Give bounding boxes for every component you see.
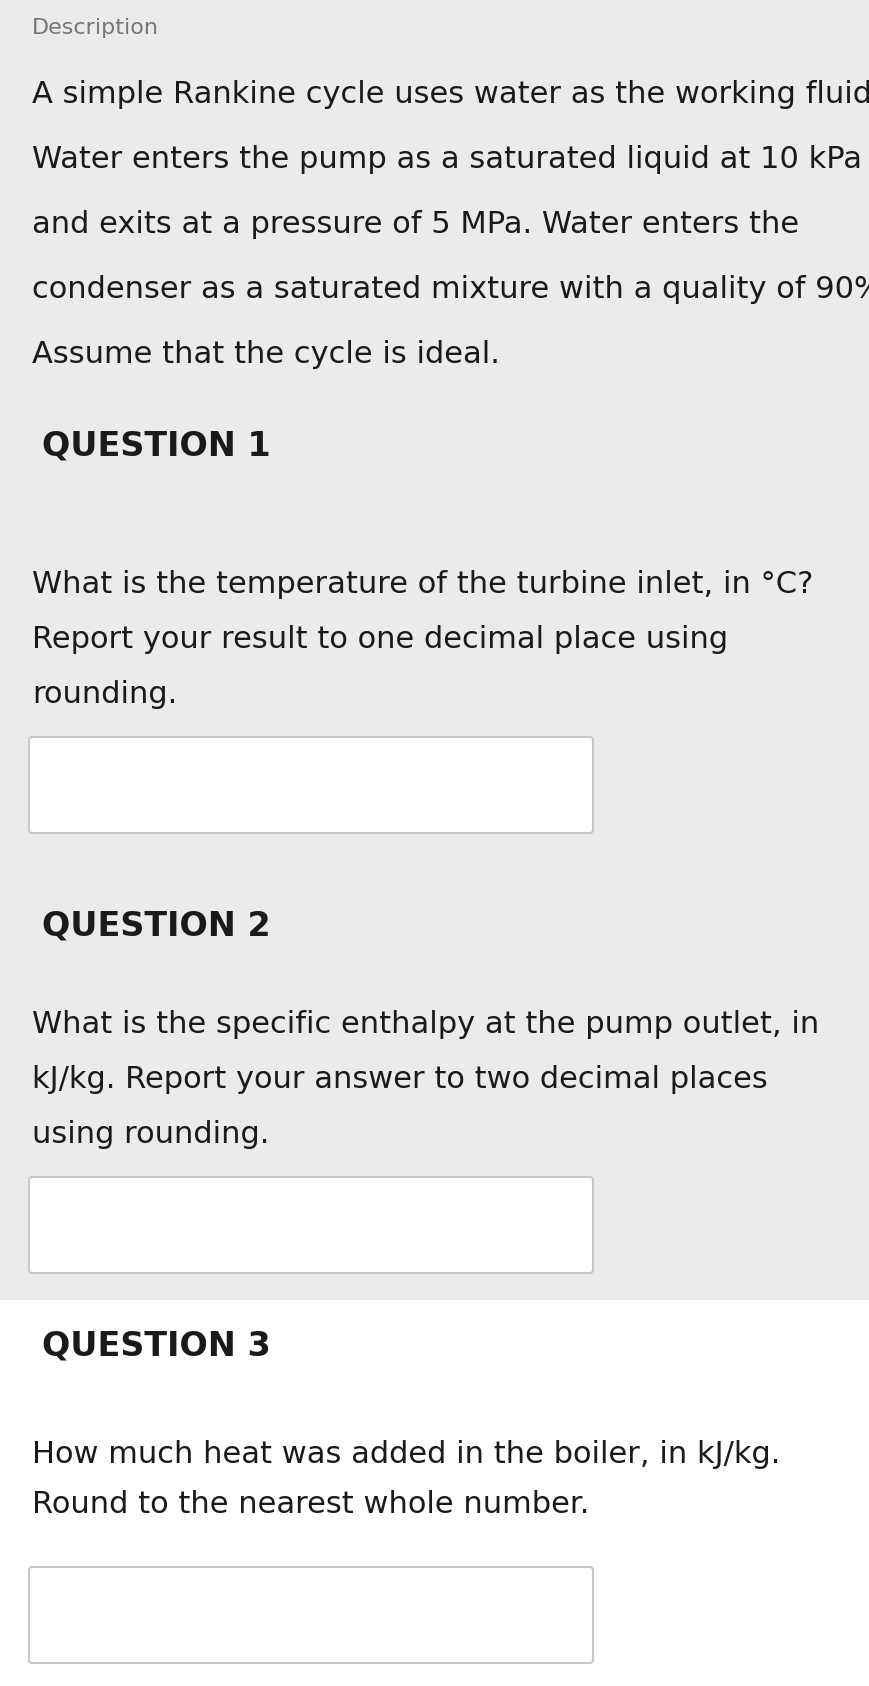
Text: rounding.: rounding. (32, 679, 177, 710)
Text: Assume that the cycle is ideal.: Assume that the cycle is ideal. (32, 341, 500, 369)
Text: QUESTION 1: QUESTION 1 (42, 430, 270, 464)
FancyBboxPatch shape (29, 1566, 593, 1662)
Text: What is the temperature of the turbine inlet, in °C?: What is the temperature of the turbine i… (32, 570, 813, 599)
Text: QUESTION 3: QUESTION 3 (42, 1330, 271, 1362)
Text: How much heat was added in the boiler, in kJ/kg.: How much heat was added in the boiler, i… (32, 1440, 780, 1469)
Text: and exits at a pressure of 5 MPa. Water enters the: and exits at a pressure of 5 MPa. Water … (32, 211, 799, 239)
Text: Round to the nearest whole number.: Round to the nearest whole number. (32, 1490, 589, 1519)
Text: Water enters the pump as a saturated liquid at 10 kPa: Water enters the pump as a saturated liq… (32, 145, 862, 174)
FancyBboxPatch shape (29, 737, 593, 833)
FancyBboxPatch shape (29, 1177, 593, 1273)
Text: using rounding.: using rounding. (32, 1120, 269, 1148)
Text: QUESTION 2: QUESTION 2 (42, 910, 270, 942)
Text: Description: Description (32, 19, 159, 39)
Text: What is the specific enthalpy at the pump outlet, in: What is the specific enthalpy at the pum… (32, 1010, 819, 1039)
Text: kJ/kg. Report your answer to two decimal places: kJ/kg. Report your answer to two decimal… (32, 1066, 767, 1094)
Text: A simple Rankine cycle uses water as the working fluid.: A simple Rankine cycle uses water as the… (32, 79, 869, 110)
Text: Report your result to one decimal place using: Report your result to one decimal place … (32, 626, 728, 654)
Text: condenser as a saturated mixture with a quality of 90%.: condenser as a saturated mixture with a … (32, 275, 869, 303)
Bar (0, 0, 869, 1300)
